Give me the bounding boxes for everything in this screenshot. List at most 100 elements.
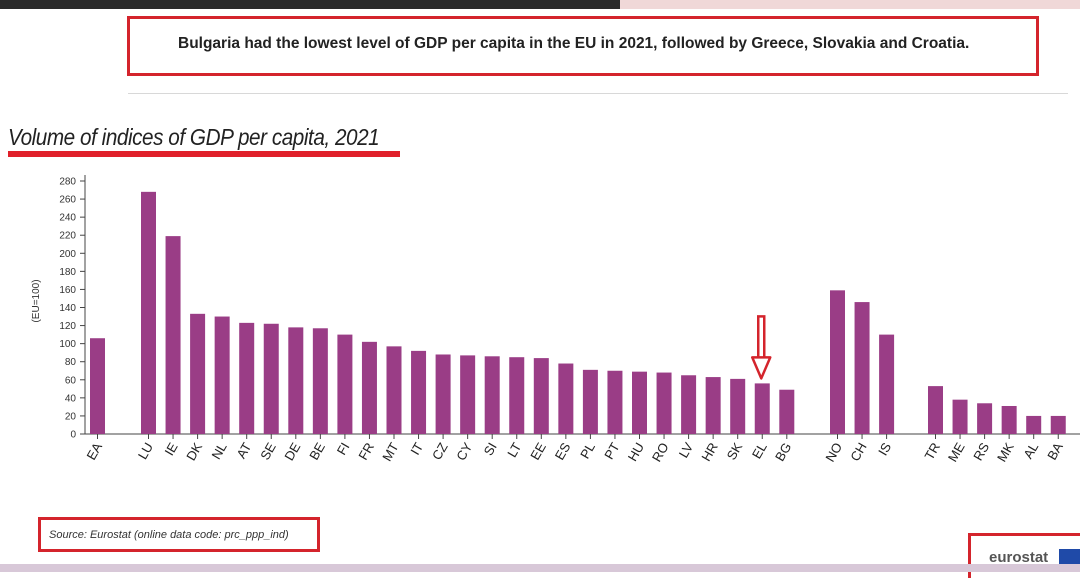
bar-ch — [854, 302, 870, 434]
eu-flag-icon — [1059, 549, 1080, 565]
y-tick-label: 280 — [59, 177, 76, 188]
headline-box: Bulgaria had the lowest level of GDP per… — [127, 16, 1039, 76]
x-tick-label: IE — [162, 440, 181, 458]
bar-si — [484, 356, 500, 434]
x-tick-label: AT — [233, 440, 254, 461]
bottom-band — [0, 564, 1080, 572]
bar-bg — [779, 389, 795, 434]
bar-fr — [361, 341, 377, 434]
bar-es — [558, 363, 574, 434]
bar-nl — [214, 316, 230, 434]
bar-lu — [141, 191, 156, 434]
bar-mk — [1001, 405, 1017, 434]
x-tick-label: BG — [772, 440, 794, 464]
bar-de — [288, 327, 304, 434]
x-tick-label: TR — [921, 440, 943, 463]
x-tick-label: MK — [994, 440, 1017, 465]
y-tick-label: 140 — [59, 303, 76, 314]
bar-lv — [681, 375, 697, 434]
y-tick-label: 120 — [59, 321, 76, 332]
x-tick-label: NL — [208, 440, 229, 462]
x-tick-label: IS — [875, 440, 894, 458]
y-tick-label: 160 — [59, 285, 76, 296]
x-tick-label: ES — [552, 440, 574, 463]
y-tick-label: 260 — [59, 195, 76, 206]
x-tick-label: CZ — [429, 440, 451, 463]
x-tick-label: BA — [1044, 440, 1066, 463]
top-strip — [0, 0, 1080, 9]
x-tick-label: HU — [625, 440, 647, 464]
source-text: Source: Eurostat (online data code: prc_… — [49, 529, 289, 541]
bar-cy — [460, 355, 476, 434]
bar-hu — [632, 371, 647, 434]
x-tick-label: DK — [183, 440, 205, 463]
x-tick-label: AL — [1020, 440, 1041, 461]
y-tick-label: 20 — [65, 411, 77, 422]
x-tick-label: RO — [649, 440, 672, 464]
x-tick-label: FI — [334, 440, 353, 458]
bar-no — [830, 290, 845, 434]
x-tick-label: PL — [577, 440, 598, 461]
y-tick-label: 80 — [65, 357, 77, 368]
bar-ee — [533, 358, 549, 434]
x-tick-label: LV — [676, 440, 697, 461]
bar-mt — [386, 346, 402, 434]
eurostat-logo: eurostat — [989, 549, 1049, 566]
bar-chart: 0 20 40 60 80 100 120 140 160 180 200 220 240 260 280 (… — [31, 175, 1080, 465]
source-box: Source: Eurostat (online data code: prc_… — [38, 517, 320, 552]
y-tick-label: 100 — [59, 339, 76, 350]
y-tick-label: 0 — [70, 430, 76, 441]
separator-line — [128, 93, 1068, 94]
y-tick-label: 200 — [59, 249, 76, 260]
bar-ba — [1050, 415, 1066, 434]
bar-at — [239, 322, 255, 434]
x-tick-label: RS — [970, 440, 992, 463]
x-tick-label: BE — [306, 440, 328, 463]
chart-title: Volume of indices of GDP per capita, 202… — [8, 124, 380, 150]
x-tick-label: CY — [453, 440, 475, 463]
bar-cz — [435, 354, 451, 434]
x-tick-label: LT — [504, 440, 524, 460]
x-tick-label: IT — [407, 440, 426, 458]
bar-is — [879, 334, 895, 434]
x-tick-label: SK — [724, 440, 746, 463]
bar-be — [312, 328, 328, 434]
top-strip-accent — [620, 0, 1080, 9]
bar-fi — [337, 334, 353, 434]
bar-it — [411, 350, 427, 434]
highlight-arrow-icon — [751, 315, 772, 380]
x-tick-label: EE — [527, 440, 549, 463]
x-tick-label: LU — [135, 440, 156, 462]
x-tick-label: NO — [822, 440, 845, 464]
y-tick-label: 220 — [59, 231, 76, 242]
x-tick-label: EA — [83, 440, 105, 463]
y-tick-label: 240 — [59, 213, 76, 224]
x-tick-label: DE — [281, 440, 303, 463]
y-axis-label: (EU=100) — [31, 279, 42, 322]
x-tick-label: ME — [945, 440, 968, 465]
x-tick-label: PT — [601, 440, 622, 462]
headline-text: Bulgaria had the lowest level of GDP per… — [178, 35, 970, 52]
bar-al — [1026, 415, 1042, 434]
x-tick-label: HR — [698, 440, 720, 464]
title-underline — [8, 151, 400, 157]
y-tick-label: 180 — [59, 267, 76, 278]
x-tick-label: MT — [379, 440, 401, 464]
x-tick-label: CH — [847, 440, 869, 464]
x-tick-label: SI — [481, 440, 500, 458]
x-tick-label: SE — [257, 440, 279, 463]
bar-sk — [730, 378, 746, 434]
bar-me — [952, 399, 968, 434]
bar-se — [263, 323, 279, 434]
bar-tr — [928, 386, 943, 434]
bar-ro — [656, 372, 672, 434]
bar-el — [754, 383, 770, 434]
bar-pt — [607, 370, 623, 434]
bar-hr — [705, 377, 721, 434]
x-tick-label: EL — [749, 440, 770, 461]
bar-rs — [977, 403, 993, 434]
bar-lt — [509, 357, 525, 434]
x-tick-label: FR — [355, 440, 377, 463]
y-tick-label: 40 — [65, 393, 77, 404]
bar-pl — [582, 369, 598, 434]
